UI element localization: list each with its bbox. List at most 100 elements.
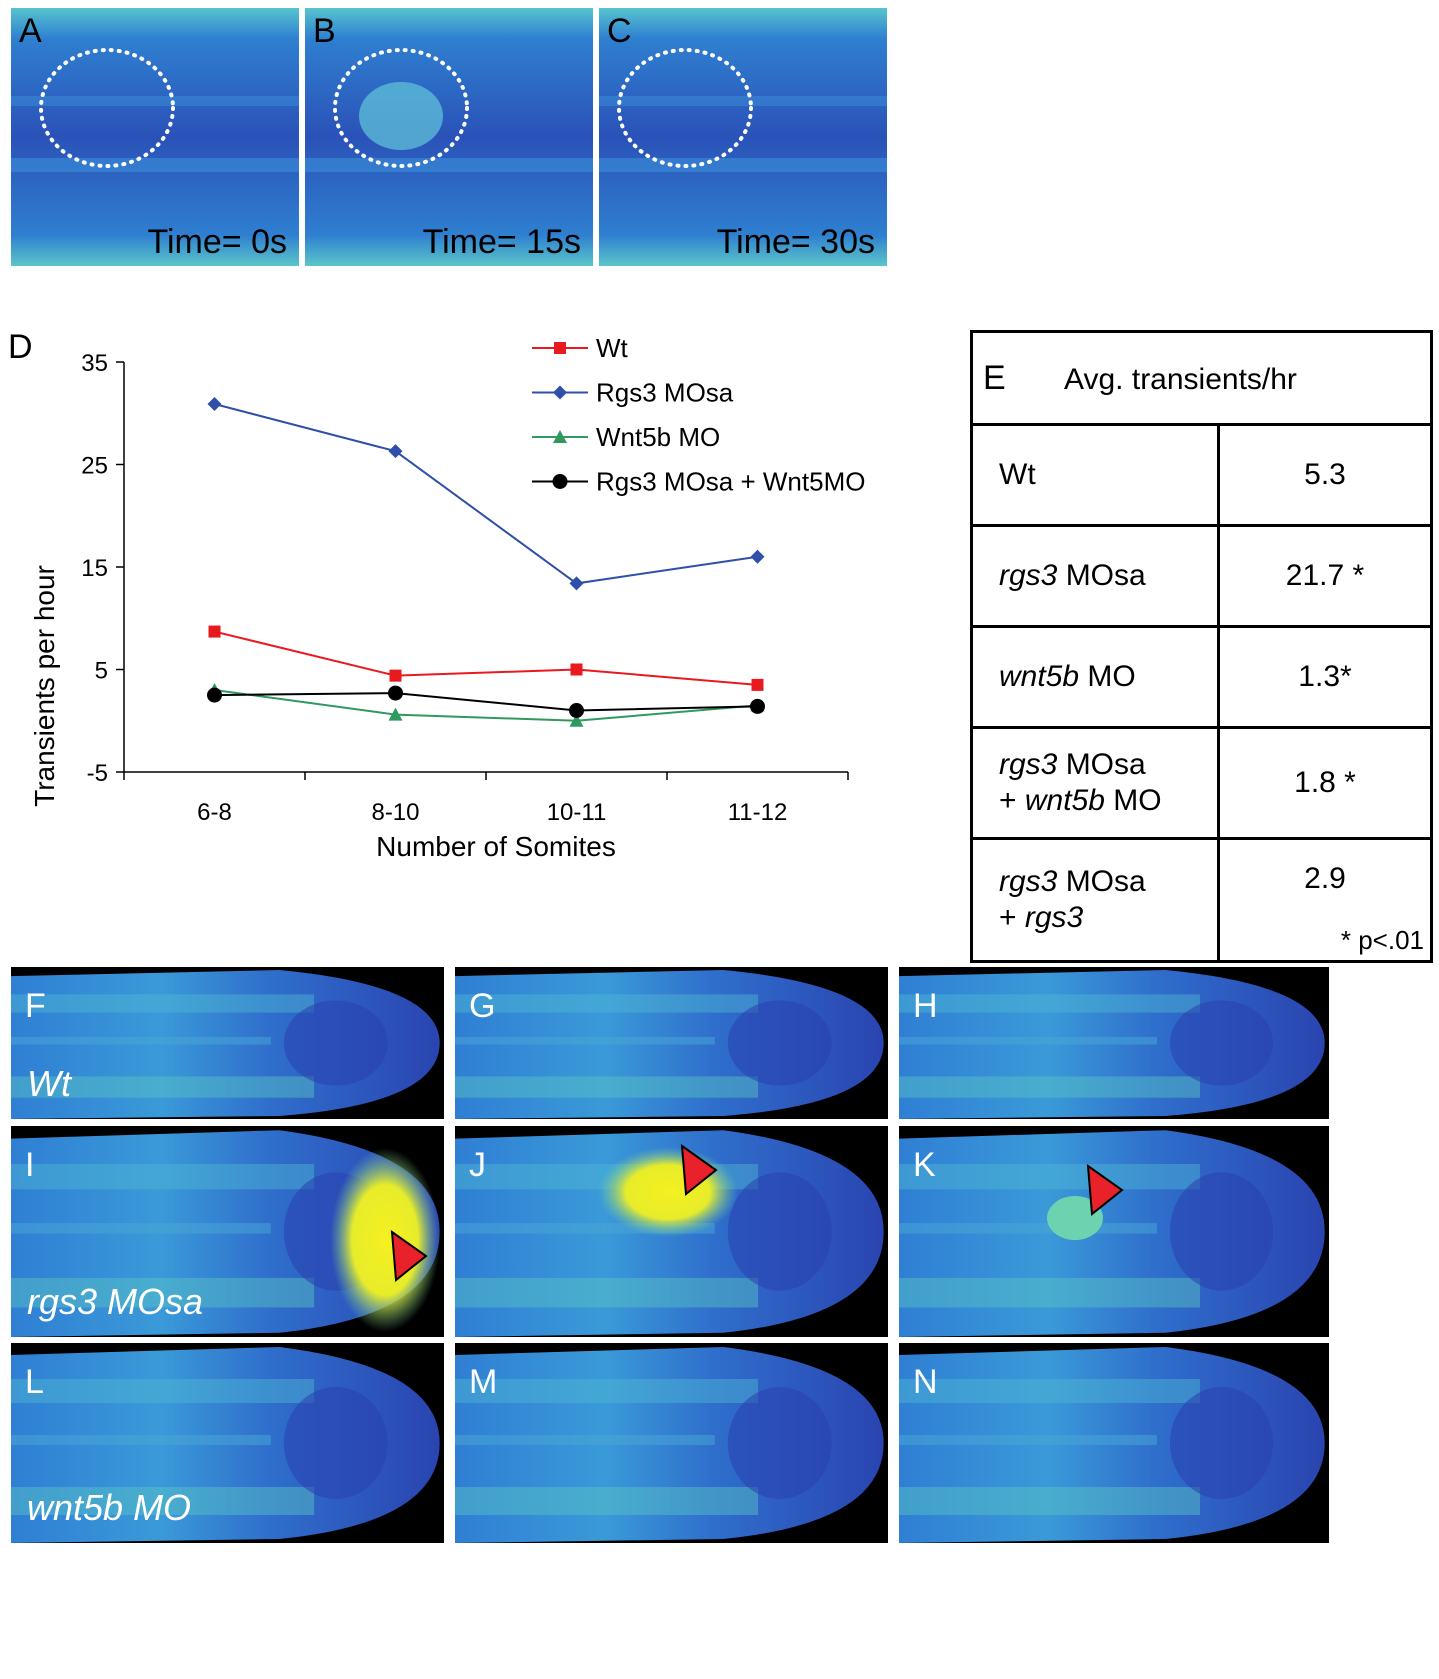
x-tick-label: 6-8 [197,799,232,826]
x-tick-labels: 6-8 8-10 10-11 11-12 [197,799,787,826]
legend-label: Rgs3 MOsa + Wnt5MO [596,467,865,497]
panel-letter: I [25,1146,35,1184]
roi-circle [39,48,175,168]
panel-letter: K [913,1146,936,1184]
data-point [569,713,584,727]
data-point [751,678,764,691]
y-tick-label: 15 [81,555,108,582]
data-point [569,703,584,718]
panel-h: H [899,967,1329,1119]
panel-g: G [455,967,888,1119]
panel-d-chart: D 35 25 15 5 -5 6-8 8-10 10-11 11-12 Wt Rgs3 MOs… [0,328,968,938]
x-tick-label: 11-12 [728,799,788,826]
line-chart: D 35 25 15 5 -5 6-8 8-10 10-11 11-12 Wt Rgs3 MOs… [8,328,865,862]
legend-marker [553,385,567,400]
table-row: rgs3 MOsa + rgs3 2.9 * p<.01 [970,837,1433,963]
y-axis-label: Transients per hour [29,565,60,807]
table-row: rgs3 MOsa + wnt5b MO 1.8 * [970,726,1433,840]
red-arrowhead-icon [1086,1163,1124,1216]
table-row: Wt 5.3 [970,423,1433,527]
embryo-image [11,1126,444,1337]
data-point [389,669,402,682]
panel-letter: J [469,1146,486,1184]
red-arrowhead-icon [390,1229,428,1282]
table-title: Avg. transients/hr [1064,362,1297,396]
panel-letter: D [8,328,33,366]
panel-letter: M [469,1363,498,1401]
legend-marker [554,342,566,354]
y-tick-labels: 35 25 15 5 -5 [81,350,108,787]
y-tick-label: 25 [81,453,108,480]
red-arrowhead-icon [680,1143,718,1196]
embryo-image [455,967,888,1119]
data-point [208,625,221,638]
embryo-image [899,1126,1329,1337]
table-header: E Avg. transients/hr [970,330,1433,426]
table-header-row: E Avg. transients/hr [970,330,1433,426]
value-cell: 5.3 [1217,423,1433,527]
data-point [388,444,403,459]
series-lines [214,403,758,722]
condition-label: rgs3 MOsa [27,1281,204,1322]
condition-cell: wnt5b MO [970,625,1220,729]
embryo-image [11,1343,444,1543]
data-point [388,707,403,721]
condition-label: Wt [27,1063,71,1104]
y-tick-label: 35 [81,350,108,377]
time-label: Time= 0s [147,223,287,261]
panel-k: K [899,1126,1329,1337]
value-cell: 2.9 * p<.01 [1217,837,1433,963]
y-tick-label: 5 [95,658,108,685]
calcium-image-b [305,8,593,266]
time-label: Time= 30s [716,223,875,261]
table-row: wnt5b MO 1.3* [970,625,1433,729]
condition-cell: Wt [970,423,1220,527]
panel-letter: A [19,12,42,50]
panel-letter: C [607,12,632,50]
series-line-0 [214,630,758,686]
calcium-image-a [11,8,299,266]
chart-legend: Wt Rgs3 MOsa Wnt5b MO Rgs3 MOsa + Wnt5MO [532,333,865,497]
data-point [750,549,765,564]
legend-marker [553,430,567,443]
time-label: Time= 15s [422,223,581,261]
embryo-image [899,1343,1329,1543]
panel-m: M [455,1343,888,1543]
series-line-2 [214,689,758,722]
value-cell: 1.8 * [1217,726,1433,840]
panel-e-table: E Avg. transients/hr Wt 5.3 rgs3 MOsa 21… [970,330,1433,963]
avg-transients-table: E Avg. transients/hr Wt 5.3 rgs3 MOsa 21… [970,330,1433,963]
x-tick-label: 10-11 [547,799,607,826]
data-point [207,397,222,412]
data-point [570,663,583,676]
legend-label: Wnt5b MO [596,422,720,452]
roi-circle [617,48,753,168]
panel-letter: E [983,358,1006,397]
panel-b: B Time= 15s [305,8,593,266]
panel-j: J [455,1126,888,1337]
condition-cell: rgs3 MOsa + wnt5b MO [970,726,1220,840]
embryo-image [11,967,444,1119]
panel-letter: L [25,1363,44,1401]
condition-cell: rgs3 MOsa + rgs3 [970,837,1220,963]
value-cell: 21.7 * [1217,524,1433,628]
chart-axes [116,361,849,780]
value-cell: 1.3* [1217,625,1433,729]
x-tick-label: 8-10 [371,799,419,826]
panel-a: A Time= 0s [11,8,299,266]
calcium-image-c [599,8,887,266]
condition-label: wnt5b MO [27,1487,192,1528]
series-line-1 [214,403,758,585]
y-tick-label: -5 [87,760,108,787]
footnote: * p<.01 [1340,925,1424,955]
data-point [750,698,765,714]
series-markers [207,397,765,727]
data-point [388,685,403,701]
series-line-3 [214,692,758,712]
panel-letter: B [313,12,336,50]
panel-letter: N [913,1363,938,1401]
data-point [207,687,222,703]
panel-c: C Time= 30s [599,8,887,266]
